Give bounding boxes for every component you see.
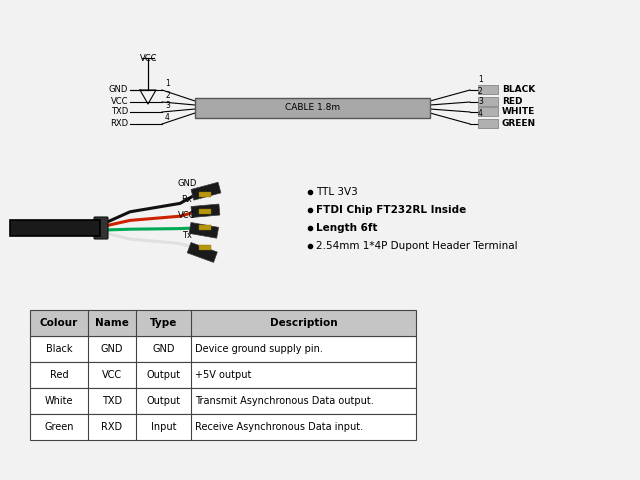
Text: RXD: RXD <box>101 422 123 432</box>
Bar <box>30 388 416 414</box>
Text: Output: Output <box>147 370 180 380</box>
Text: Black: Black <box>45 344 72 354</box>
Text: GND: GND <box>152 344 175 354</box>
Text: Colour: Colour <box>40 318 78 328</box>
Text: VCC: VCC <box>179 212 196 220</box>
Text: Rx: Rx <box>182 195 193 204</box>
Text: Output: Output <box>147 396 180 406</box>
Text: RED: RED <box>502 97 522 107</box>
Text: VCC: VCC <box>111 97 128 107</box>
Text: RXD: RXD <box>110 120 128 129</box>
Text: 3: 3 <box>165 101 170 110</box>
Text: Type: Type <box>150 318 177 328</box>
Bar <box>30 362 416 388</box>
Text: Length 6ft: Length 6ft <box>316 223 378 233</box>
Bar <box>30 336 416 362</box>
Text: 3: 3 <box>478 97 483 106</box>
Text: Green: Green <box>44 422 74 432</box>
Text: WHITE: WHITE <box>502 108 535 117</box>
Text: GND: GND <box>100 344 124 354</box>
Bar <box>478 97 498 106</box>
Text: VCC: VCC <box>140 54 157 63</box>
Bar <box>30 414 416 440</box>
Text: TTL 3V3: TTL 3V3 <box>316 187 358 197</box>
Text: Input: Input <box>151 422 176 432</box>
Bar <box>199 209 211 214</box>
Text: Device ground supply pin.: Device ground supply pin. <box>195 344 323 354</box>
Text: 1: 1 <box>478 75 483 84</box>
FancyBboxPatch shape <box>94 217 108 239</box>
Text: CABLE 1.8m: CABLE 1.8m <box>285 104 340 112</box>
Bar <box>478 85 498 94</box>
Bar <box>478 107 498 116</box>
Bar <box>191 182 221 200</box>
Text: FTDI Chip FT232RL Inside: FTDI Chip FT232RL Inside <box>316 205 467 215</box>
Bar <box>10 220 100 236</box>
Text: GND: GND <box>109 85 128 95</box>
Bar <box>189 223 219 238</box>
Text: Tx: Tx <box>182 231 192 240</box>
Text: VCC: VCC <box>102 370 122 380</box>
Text: Receive Asynchronous Data input.: Receive Asynchronous Data input. <box>195 422 363 432</box>
Text: 2: 2 <box>478 87 483 96</box>
Text: Red: Red <box>50 370 68 380</box>
Bar <box>199 245 211 250</box>
Text: BLACK: BLACK <box>502 85 535 95</box>
Bar <box>195 98 430 118</box>
Bar <box>478 119 498 128</box>
Text: 2.54mm 1*4P Dupont Header Terminal: 2.54mm 1*4P Dupont Header Terminal <box>316 241 518 251</box>
Text: Transmit Asynchronous Data output.: Transmit Asynchronous Data output. <box>195 396 374 406</box>
Text: Description: Description <box>269 318 337 328</box>
Text: 4: 4 <box>478 109 483 118</box>
Text: GREEN: GREEN <box>502 120 536 129</box>
Bar <box>191 204 220 217</box>
Text: Name: Name <box>95 318 129 328</box>
Bar <box>199 192 211 197</box>
Text: 4: 4 <box>165 113 170 122</box>
Bar <box>188 242 218 263</box>
Text: GND: GND <box>177 179 196 188</box>
Text: 2: 2 <box>165 91 170 100</box>
Text: 1: 1 <box>165 79 170 88</box>
Text: White: White <box>45 396 73 406</box>
Text: TXD: TXD <box>111 108 128 117</box>
Bar <box>199 225 211 230</box>
Text: TXD: TXD <box>102 396 122 406</box>
Bar <box>30 310 416 336</box>
Text: +5V output: +5V output <box>195 370 252 380</box>
